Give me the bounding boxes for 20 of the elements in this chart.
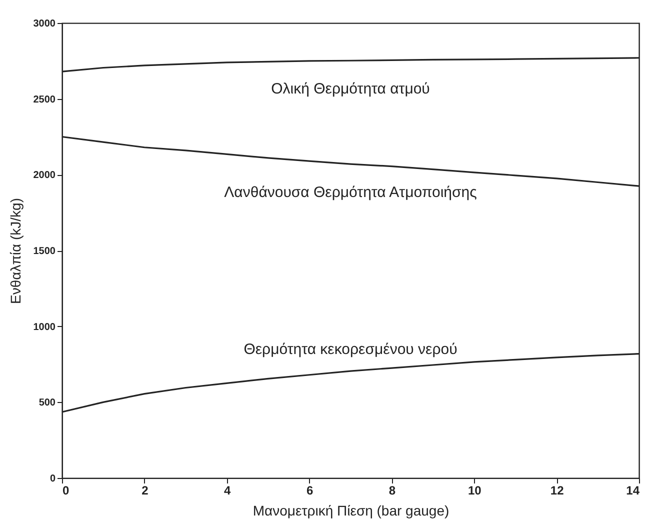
- x-tick-label: 8: [388, 484, 396, 498]
- x-tick-label: 0: [62, 484, 70, 498]
- y-tick-label: 500: [38, 398, 56, 409]
- x-tick-label: 12: [550, 484, 564, 498]
- x-tick-label: 2: [142, 484, 149, 498]
- series-label: Ολική Θερμότητα ατμού: [271, 80, 430, 98]
- y-tick-label: 1500: [33, 246, 56, 257]
- series-label: Θερμότητα κεκορεσμένου νερού: [244, 341, 458, 358]
- y-tick-label: 0: [50, 474, 56, 484]
- y-tick-label: 3000: [33, 18, 56, 30]
- x-tick-label: 6: [306, 484, 314, 498]
- y-tick-label: 2000: [33, 170, 56, 182]
- x-tick-label: 4: [224, 484, 232, 498]
- y-axis-title: Ενθαλπία (kJ/kg): [7, 198, 24, 304]
- y-tick-label: 1000: [33, 322, 56, 333]
- y-tick-label: 2500: [33, 94, 56, 106]
- series-label: Λανθάνουσα Θερμότητα Ατμοποιήσης: [224, 184, 477, 202]
- x-tick-label: 14: [626, 484, 640, 498]
- x-tick-label: 10: [468, 484, 482, 498]
- x-axis-title: Μανομετρική Πίεση (bar gauge): [252, 502, 450, 518]
